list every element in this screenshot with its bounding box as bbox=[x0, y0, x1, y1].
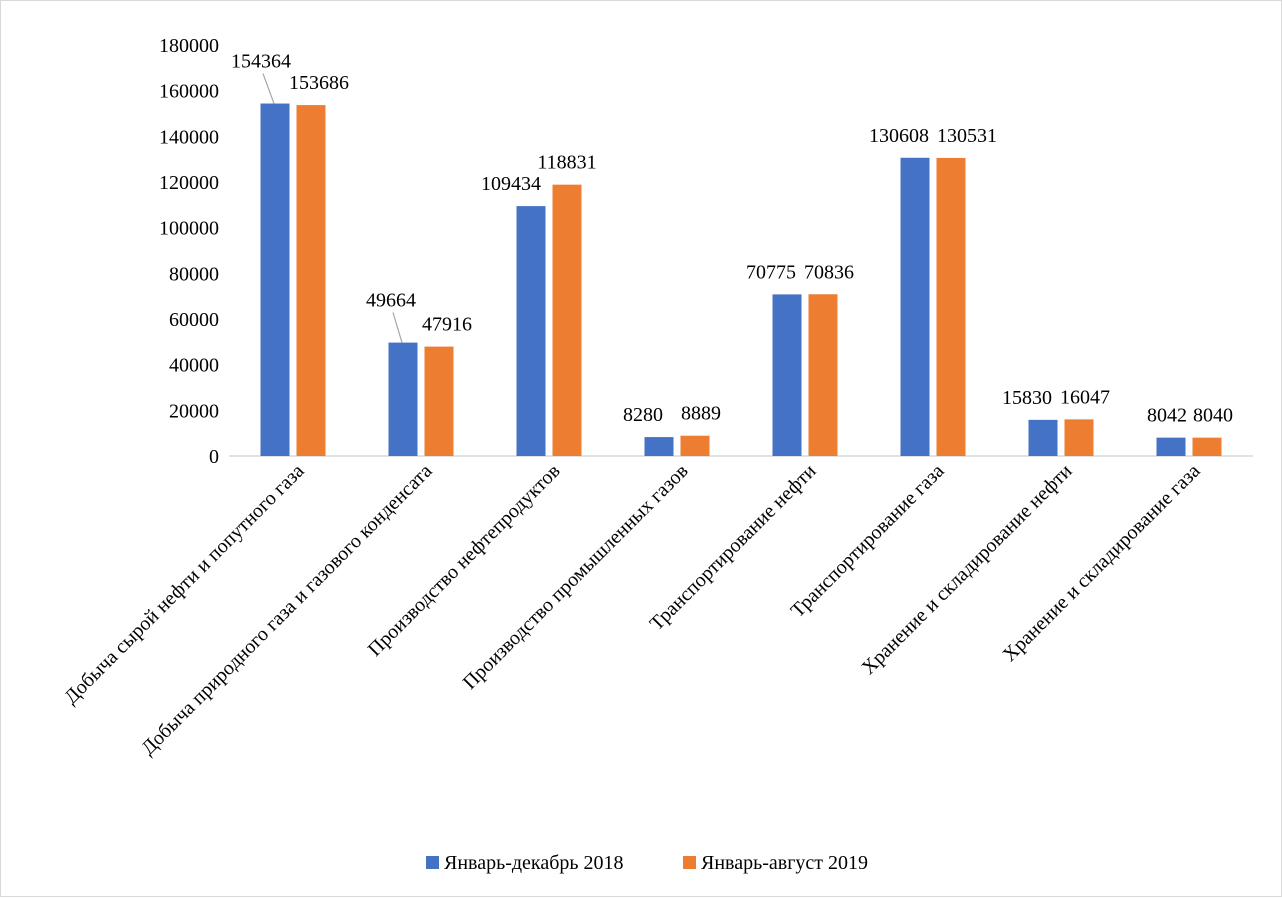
bar-series-2-cat-4 bbox=[680, 435, 710, 456]
data-label: 8889 bbox=[681, 403, 721, 425]
data-label: 109434 bbox=[481, 173, 541, 195]
legend: Январь-декабрь 2018 Январь-август 2019 bbox=[426, 852, 868, 874]
data-label: 49664 bbox=[366, 290, 416, 312]
bars bbox=[260, 103, 1222, 457]
category-labels: Добыча сырой нефти и попутного газаДобыч… bbox=[60, 460, 1205, 760]
bar-series-2-cat-8 bbox=[1192, 437, 1222, 456]
category-label: Добыча природного газа и газового конден… bbox=[137, 460, 437, 760]
data-label: 16047 bbox=[1060, 386, 1110, 408]
data-label: 47916 bbox=[422, 314, 472, 336]
category-label: Добыча сырой нефти и попутного газа bbox=[60, 460, 309, 709]
data-label: 130531 bbox=[937, 125, 997, 147]
data-label: 118831 bbox=[537, 152, 596, 174]
leader-line bbox=[392, 312, 403, 343]
bar-series-1-cat-5 bbox=[772, 294, 802, 456]
data-label: 8042 bbox=[1147, 405, 1187, 427]
data-label: 15830 bbox=[1002, 387, 1052, 409]
bar-series-2-cat-5 bbox=[808, 294, 838, 456]
legend-swatch bbox=[426, 856, 439, 869]
y-axis-ticks: 0 20000 40000 60000 80000 100000 120000 140000 1… bbox=[159, 35, 219, 468]
data-label: 8280 bbox=[623, 404, 663, 426]
y-tick-label: 180000 bbox=[159, 35, 219, 57]
bar-series-1-cat-4 bbox=[644, 437, 674, 456]
data-label: 8040 bbox=[1193, 405, 1233, 427]
y-tick-label: 100000 bbox=[159, 218, 219, 240]
y-tick-label: 160000 bbox=[159, 81, 219, 103]
data-label: 153686 bbox=[289, 72, 349, 94]
leader-line bbox=[262, 73, 275, 104]
bar-series-1-cat-1 bbox=[260, 103, 290, 457]
y-tick-label: 20000 bbox=[169, 400, 219, 422]
y-tick-label: 0 bbox=[209, 446, 219, 468]
bar-series-1-cat-6 bbox=[900, 157, 930, 457]
y-tick-label: 40000 bbox=[169, 355, 219, 377]
bar-series-1-cat-2 bbox=[388, 342, 418, 456]
bar-series-2-cat-1 bbox=[296, 105, 326, 457]
data-label: 130608 bbox=[869, 125, 929, 147]
bar-series-1-cat-7 bbox=[1028, 419, 1058, 456]
bar-series-2-cat-3 bbox=[552, 184, 582, 456]
y-tick-label: 120000 bbox=[159, 172, 219, 194]
data-label: 154364 bbox=[231, 51, 291, 73]
y-tick-label: 140000 bbox=[159, 126, 219, 148]
bar-series-1-cat-8 bbox=[1156, 437, 1186, 456]
bar-series-2-cat-2 bbox=[424, 346, 454, 456]
legend-label: Январь-август 2019 bbox=[701, 852, 868, 874]
y-tick-label: 80000 bbox=[169, 263, 219, 285]
leader-lines bbox=[262, 73, 403, 343]
bar-series-2-cat-6 bbox=[936, 157, 966, 456]
bar-series-2-cat-7 bbox=[1064, 419, 1094, 456]
category-label: Производство промышленных газов bbox=[459, 460, 693, 694]
legend-swatch bbox=[683, 856, 696, 869]
bar-series-1-cat-3 bbox=[516, 206, 546, 456]
legend-label: Январь-декабрь 2018 bbox=[444, 852, 624, 874]
y-tick-label: 60000 bbox=[169, 309, 219, 331]
data-label: 70775 bbox=[746, 261, 796, 283]
category-label: Хранение и складирование нефти bbox=[857, 460, 1076, 679]
data-label: 70836 bbox=[804, 261, 854, 283]
